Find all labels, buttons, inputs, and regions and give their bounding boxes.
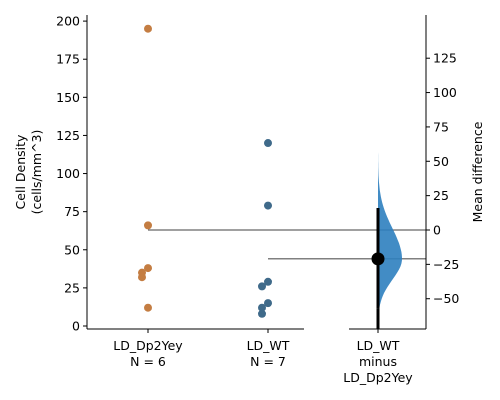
left-tick-label: 175	[56, 52, 80, 67]
right-tick-label: 100	[433, 85, 457, 100]
left-tick-label: 150	[56, 90, 80, 105]
category-label: LD_Dp2Yey N = 6	[113, 338, 183, 369]
data-point	[264, 277, 272, 286]
y2-axis-label: Mean difference	[470, 121, 485, 222]
right-tick-label: 75	[433, 119, 449, 134]
mean-difference-panel	[371, 143, 402, 329]
data-point	[258, 303, 266, 312]
category-label-line: minus	[359, 354, 397, 369]
right-y-axis: −50 −25 0 25 50 75 100 125	[425, 15, 459, 329]
data-point	[144, 303, 152, 312]
right-tick-label: 0	[433, 223, 441, 238]
category-label-line: LD_WT	[247, 338, 290, 353]
data-point	[264, 201, 272, 210]
right-tick-label: 50	[433, 154, 449, 169]
left-tick-label: 125	[56, 128, 80, 143]
bootstrap-distribution	[378, 143, 402, 320]
right-tick-label: −50	[433, 291, 459, 306]
swarm-points	[138, 24, 272, 318]
data-point	[258, 309, 266, 318]
x-axis: LD_Dp2Yey N = 6LD_WT N = 7LD_WT minus LD_Dp2…	[87, 328, 426, 385]
data-point	[138, 273, 146, 282]
y-axis-label-line-1: Cell Density	[13, 134, 28, 209]
data-point	[144, 264, 152, 273]
category-label-line: N = 7	[250, 354, 286, 369]
right-tick-label: 125	[433, 51, 457, 66]
category-label: LD_WT N = 7	[247, 338, 290, 369]
mean-difference-point	[371, 252, 385, 266]
data-point	[144, 221, 152, 230]
data-point	[258, 282, 266, 291]
left-tick-label: 75	[64, 204, 80, 219]
data-point	[144, 24, 152, 33]
left-tick-label: 100	[56, 166, 80, 181]
left-tick-label: 50	[64, 242, 80, 257]
left-tick-label: 25	[64, 280, 80, 295]
y-axis-label-line-2: (cells/mm^3)	[29, 130, 44, 215]
right-tick-label: −25	[433, 257, 459, 272]
left-tick-label: 200	[56, 14, 80, 29]
category-label-line: LD_WT	[357, 338, 400, 353]
left-y-axis: 0 25 50 75 100 125 150 175 200	[56, 14, 88, 334]
category-label-line: LD_Dp2Yey	[113, 338, 183, 353]
data-point	[264, 299, 272, 308]
data-point	[264, 139, 272, 148]
category-label: LD_WT minus LD_Dp2Yey	[343, 338, 413, 385]
category-label-line: LD_Dp2Yey	[343, 370, 413, 385]
right-tick-label: 25	[433, 188, 449, 203]
category-label-line: N = 6	[130, 354, 166, 369]
left-tick-label: 0	[72, 319, 80, 334]
